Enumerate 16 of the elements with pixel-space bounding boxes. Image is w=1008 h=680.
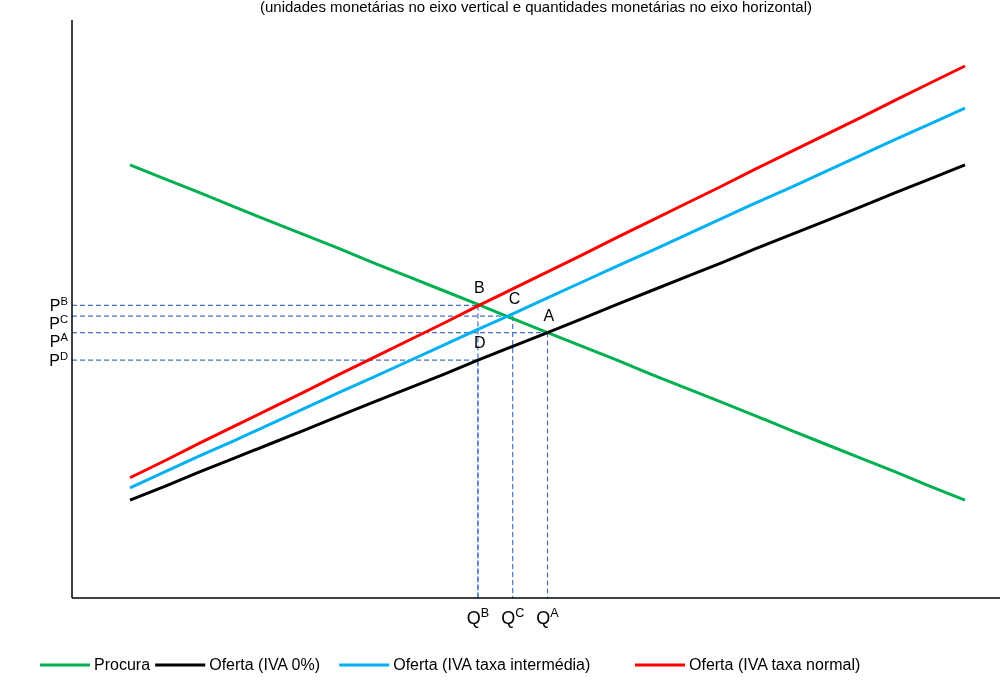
x-tick-label: Q$^{A}$ [536, 606, 560, 628]
annotation: A [543, 306, 555, 324]
x-tick-label: Q$^{B}$ [466, 606, 490, 628]
annotation: D [473, 334, 486, 352]
text: P$^{A}$ [49, 331, 69, 351]
legend-label: Procura [94, 656, 151, 673]
text: P$^{B}$ [49, 295, 68, 315]
text: P$^{C}$ [49, 313, 68, 333]
legend-label: Oferta (IVA taxa normal) [689, 656, 861, 673]
legend-label: Oferta (IVA taxa intermédia) [393, 656, 591, 673]
annotation: B [473, 279, 485, 297]
legend-label: Oferta (IVA 0%) [209, 656, 321, 673]
x-tick-label: Q$^{C}$ [501, 606, 525, 628]
text: P$^{D}$ [49, 350, 68, 370]
chart-title: (unidades monetárias no eixo vertical e quantidades monetárias no eixo horizontal) [260, 0, 812, 15]
annotation: C [508, 290, 521, 308]
